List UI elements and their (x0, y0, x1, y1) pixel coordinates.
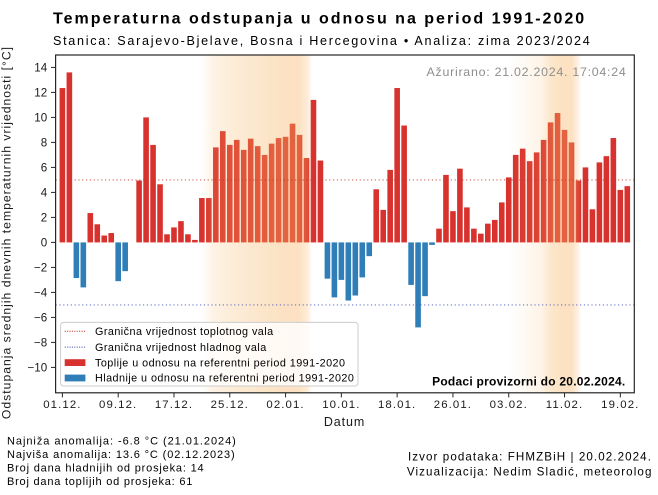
svg-text:25.12.: 25.12. (211, 399, 249, 411)
svg-text:12: 12 (34, 86, 47, 99)
svg-text:Hladnije u odnosu na referentn: Hladnije u odnosu na referentni period 1… (95, 373, 354, 385)
svg-text:6: 6 (41, 161, 47, 174)
svg-text:−2: −2 (34, 261, 47, 274)
svg-text:8: 8 (41, 136, 47, 149)
svg-text:09.12.: 09.12. (99, 399, 137, 411)
svg-text:18.01.: 18.01. (378, 399, 416, 411)
svg-text:Najviša anomalija: 13.6 °C (02: Najviša anomalija: 13.6 °C (02.12.2023) (7, 449, 236, 461)
svg-text:10: 10 (34, 111, 47, 124)
svg-text:−6: −6 (34, 311, 47, 324)
svg-text:Datum: Datum (324, 415, 365, 429)
svg-text:14: 14 (34, 61, 47, 74)
svg-text:11.02.: 11.02. (546, 399, 583, 411)
svg-text:19.02.: 19.02. (601, 399, 639, 411)
svg-text:Stanica: Sarajevo-Bjelave, Bos: Stanica: Sarajevo-Bjelave, Bosna i Herce… (53, 34, 591, 48)
svg-text:Broj dana hladnijih od prosjek: Broj dana hladnijih od prosjeka: 14 (7, 463, 204, 475)
svg-text:01.12.: 01.12. (43, 399, 81, 411)
svg-text:−8: −8 (34, 336, 47, 349)
svg-text:Toplije u odnosu na referentni: Toplije u odnosu na referentni period 19… (95, 357, 345, 369)
svg-text:Ažurirano: 21.02.2024. 17:04:2: Ažurirano: 21.02.2024. 17:04:24 (427, 65, 627, 79)
svg-text:4: 4 (41, 186, 48, 199)
svg-text:−4: −4 (34, 286, 48, 299)
svg-text:Temperaturna odstupanja u odno: Temperaturna odstupanja u odnosu na peri… (53, 11, 586, 28)
svg-text:03.02.: 03.02. (490, 399, 528, 411)
svg-text:10.01.: 10.01. (322, 399, 360, 411)
svg-text:Najniža anomalija: -6.8 °C (21: Najniža anomalija: -6.8 °C (21.01.2024) (7, 436, 237, 448)
svg-text:Granična vrijednost hladnog va: Granična vrijednost hladnog vala (95, 342, 267, 354)
svg-text:Broj dana toplijih od prosjeka: Broj dana toplijih od prosjeka: 61 (7, 476, 193, 488)
svg-text:Vizualizacija: Nedim Sladić, m: Vizualizacija: Nedim Sladić, meteorolog (407, 466, 653, 479)
svg-text:Izvor podataka: FHMZBiH | 20.0: Izvor podataka: FHMZBiH | 20.02.2024. (408, 451, 652, 464)
svg-text:Granična vrijednost toplotnog: Granična vrijednost toplotnog vala (95, 326, 274, 338)
svg-text:2: 2 (41, 211, 47, 224)
svg-text:02.01.: 02.01. (266, 399, 304, 411)
svg-text:17.12.: 17.12. (155, 399, 193, 411)
svg-text:Podaci provizorni do 20.02.202: Podaci provizorni do 20.02.2024. (432, 375, 625, 389)
svg-text:0: 0 (41, 236, 47, 249)
svg-text:−10: −10 (28, 361, 48, 374)
svg-text:Odstupanja srednjih dnevnih te: Odstupanja srednjih dnevnih temperaturni… (0, 46, 14, 419)
svg-text:26.01.: 26.01. (434, 399, 472, 411)
